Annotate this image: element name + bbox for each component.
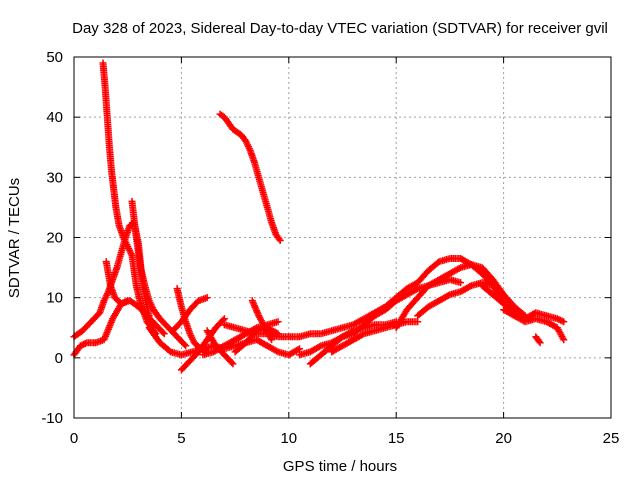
data-point	[500, 291, 508, 299]
y-axis-label: SDTVAR / TECUs	[6, 178, 23, 298]
y-tick-label: 0	[55, 350, 63, 367]
data-point-fill	[348, 328, 356, 336]
series-late-w	[500, 306, 568, 344]
series-early-e	[102, 258, 132, 308]
y-tick-label: 30	[46, 169, 63, 186]
data-point	[414, 318, 422, 326]
data-point	[296, 345, 304, 353]
data-point-fill	[273, 347, 281, 355]
data-point-fill	[455, 264, 463, 272]
data-point-fill	[159, 328, 167, 336]
series-early-d	[128, 197, 190, 350]
data-point-fill	[180, 341, 188, 349]
y-tick-label: 50	[46, 49, 63, 66]
series-late-t	[392, 276, 465, 332]
chart-title: Day 328 of 2023, Sidereal Day-to-day VTE…	[72, 20, 608, 37]
data-point	[124, 297, 132, 305]
data-point	[220, 315, 228, 323]
y-tick-label: 20	[46, 230, 63, 247]
data-point	[457, 279, 465, 287]
data-point-fill	[535, 337, 543, 345]
y-tick-label: -10	[41, 410, 63, 427]
data-point-fill	[358, 331, 366, 339]
axis-ticks: 0 5 10 15 20 25 -10 0 10 20 30 40 50	[41, 49, 619, 447]
data-point-fill	[228, 359, 236, 367]
data-point-fill	[444, 292, 452, 300]
data-point	[203, 294, 211, 302]
data-point	[536, 339, 544, 347]
series-upper-o	[216, 110, 284, 245]
series-early-c	[70, 297, 168, 359]
data-point	[274, 318, 282, 326]
x-tick-label: 15	[388, 430, 405, 447]
data-point	[560, 318, 568, 326]
plot-frame	[73, 56, 612, 419]
x-tick-label: 5	[177, 430, 185, 447]
x-tick-label: 0	[70, 430, 78, 447]
data-point	[229, 360, 237, 368]
x-tick-label: 25	[603, 430, 620, 447]
x-tick-label: 10	[280, 430, 297, 447]
data-point-fill	[466, 282, 474, 290]
series-late-x	[532, 333, 544, 347]
series-layer	[70, 59, 568, 374]
series-early-peak-b	[99, 59, 160, 338]
data-point	[560, 336, 568, 344]
data-point	[276, 237, 284, 245]
data-point	[268, 336, 276, 344]
y-tick-label: 40	[46, 109, 63, 126]
data-point	[274, 330, 282, 338]
data-point-fill	[273, 329, 281, 337]
data-point	[160, 330, 168, 338]
data-point-fill	[294, 346, 302, 354]
y-tick-label: 10	[46, 290, 63, 307]
data-point-fill	[275, 235, 283, 243]
series-mid-h	[169, 294, 211, 335]
data-point-fill	[219, 316, 227, 324]
data-point-fill	[315, 343, 323, 351]
x-axis-label: GPS time / hours	[283, 458, 397, 475]
x-tick-label: 20	[495, 430, 512, 447]
data-point	[182, 342, 190, 350]
series-mid-n	[203, 327, 237, 368]
data-point-fill	[498, 290, 506, 298]
data-point-fill	[412, 286, 420, 294]
series-mid-m	[248, 297, 276, 344]
